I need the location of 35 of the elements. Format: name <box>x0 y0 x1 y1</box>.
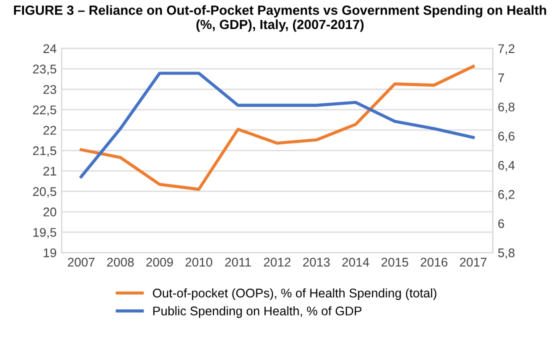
y-tick-label: 22,5 <box>33 105 56 116</box>
y-tick-label: 19 <box>44 248 56 258</box>
chart-title: FIGURE 3 – Reliance on Out-of-Pocket Payments vs Government Spending on Health (%, GDP), Italy, (2007-2017) <box>14 5 546 32</box>
y2-tick-label: 6,4 <box>498 160 515 172</box>
y-tick-label: 20,5 <box>33 187 56 198</box>
y-tick-label: 21,5 <box>33 146 56 157</box>
y2-tick-label: 6,2 <box>498 190 514 200</box>
y2-tick-label: 7,2 <box>498 44 514 55</box>
y-tick-label: 19,5 <box>33 228 56 238</box>
x-tick-label: 2007 <box>68 258 94 267</box>
y2-tick-label: 6,8 <box>498 102 514 113</box>
y-tick-label: 24 <box>43 44 56 53</box>
x-tick-label: 2015 <box>382 258 408 267</box>
x-tick-label: 2010 <box>186 258 212 267</box>
y2-tick-label: 7 <box>498 74 504 82</box>
y2-tick-label: 6 <box>498 219 504 228</box>
x-tick-label: 2012 <box>264 258 290 267</box>
legend-label: Out-of-pocket (OOPs), % of Health Spending (total) <box>152 288 436 300</box>
x-tick-label: 2008 <box>107 258 134 267</box>
y-tick-label: 23 <box>43 85 56 94</box>
line-series <box>80 72 475 178</box>
x-tick-label: 2009 <box>146 258 173 267</box>
y-tick-label: 21 <box>43 166 56 176</box>
x-tick-label: 2013 <box>303 258 330 267</box>
x-tick-label: 2014 <box>342 258 370 267</box>
y2-tick-label: 6,6 <box>498 132 514 142</box>
y2-tick-label: 5,8 <box>498 248 514 259</box>
line-series <box>80 64 475 191</box>
legend-label: Public Spending on Health, % of GDP <box>153 306 362 318</box>
x-tick-label: 2016 <box>420 258 448 267</box>
x-tick-label: 2017 <box>460 258 486 267</box>
y-tick-label: 23,5 <box>33 64 56 75</box>
y-tick-label: 20 <box>43 208 56 216</box>
y-tick-label: 22 <box>43 126 56 135</box>
x-tick-label: 2011 <box>225 258 251 267</box>
